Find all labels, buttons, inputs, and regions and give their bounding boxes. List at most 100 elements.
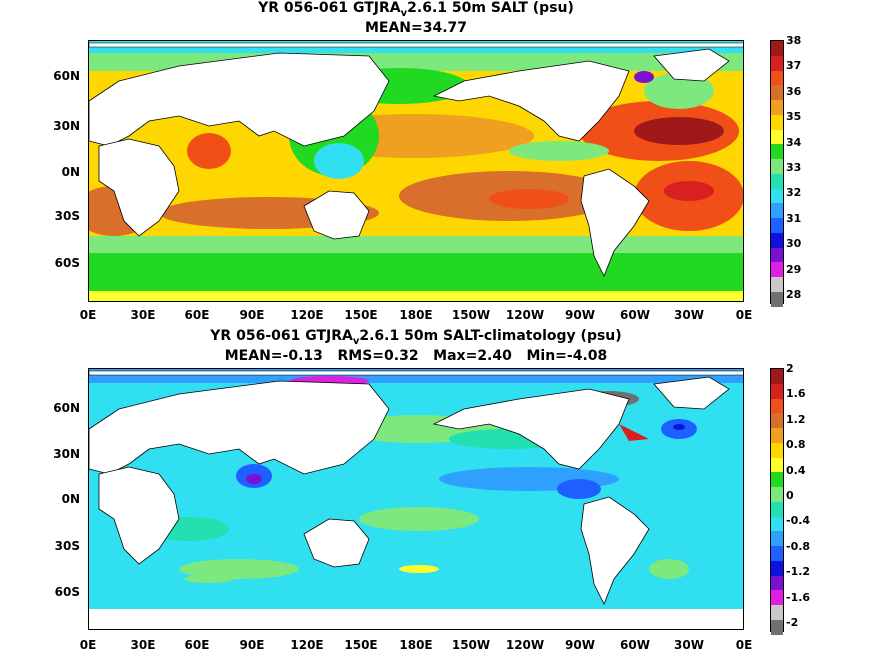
- colorbar-swatch: [771, 100, 783, 115]
- colorbar-swatch: [771, 472, 783, 488]
- colorbar-swatch: [771, 277, 783, 293]
- colorbar-swatch: [771, 546, 783, 561]
- colorbar-swatch: [771, 232, 783, 248]
- panel2-lon-120w: 120W: [505, 638, 545, 652]
- panel2-lat-0n: 0N: [61, 492, 80, 506]
- colorbar-swatch: [771, 218, 783, 233]
- panel1-lon-90w: 90W: [565, 308, 595, 322]
- panel2-lon-150w: 150W: [451, 638, 491, 652]
- panel1-lat-60n: 60N: [53, 69, 80, 83]
- colorbar-swatch: [771, 173, 783, 189]
- colorbar-swatch: [771, 144, 783, 160]
- colorbar-swatch: [771, 41, 783, 56]
- colorbar-tick-label: 28: [786, 288, 802, 301]
- panel1-lat-30n: 30N: [53, 119, 80, 133]
- panel2-lon-90w: 90W: [565, 638, 595, 652]
- colorbar-swatch: [771, 560, 783, 576]
- panel1-lon-150e: 150E: [344, 308, 378, 322]
- panel1-title-sub: v: [400, 7, 408, 19]
- colorbar-tick-label: 2: [786, 362, 794, 375]
- colorbar-tick-label: 0.4: [786, 463, 806, 477]
- colorbar-swatch: [771, 292, 783, 307]
- colorbar-swatch: [771, 516, 783, 532]
- panel2-lon-60e: 60E: [184, 638, 210, 652]
- colorbar-swatch: [771, 605, 783, 621]
- colorbar-tick-label: -0.8: [786, 539, 811, 553]
- panel2-lon-60w: 60W: [620, 638, 650, 652]
- panel1-title-suffix: 2.6.1 50m SALT (psu): [407, 0, 574, 16]
- colorbar-swatch: [771, 159, 783, 174]
- panel1-salinity-map: [88, 40, 744, 302]
- colorbar-tick-label: 29: [786, 262, 802, 276]
- panel1-lon-30e: 30E: [130, 308, 156, 322]
- colorbar-swatch: [771, 398, 783, 414]
- colorbar-tick-label: 32: [786, 186, 802, 200]
- colorbar-tick-label: 30: [786, 237, 802, 251]
- colorbar-swatch: [771, 531, 783, 547]
- colorbar-tick-label: 1.6: [786, 387, 806, 401]
- colorbar-swatch: [771, 620, 783, 635]
- colorbar-swatch: [771, 188, 783, 204]
- colorbar-tick-label: 0.8: [786, 438, 806, 452]
- panel1-lon-60w: 60W: [620, 308, 650, 322]
- colorbar-swatch: [771, 55, 783, 71]
- colorbar-swatch: [771, 428, 783, 443]
- panel1-lon-150w: 150W: [451, 308, 491, 322]
- panel2-difference-map: [88, 368, 744, 630]
- panel1-lon-120w: 120W: [505, 308, 545, 322]
- colorbar-swatch: [771, 70, 783, 86]
- panel2-lat-30n: 30N: [53, 447, 80, 461]
- panel2-lon-30e: 30E: [130, 638, 156, 652]
- panel1-lat-60s: 60S: [54, 256, 80, 270]
- panel1-lat-30s: 30S: [54, 209, 80, 223]
- panel2-title: YR 056-061 GTJRAv2.6.1 50m SALT-climatol…: [88, 328, 744, 350]
- colorbar-swatch: [771, 457, 783, 473]
- panel1-title-prefix: YR 056-061 GTJRA: [258, 0, 401, 16]
- colorbar-swatch: [771, 442, 783, 458]
- colorbar-tick-label: 0: [786, 489, 794, 502]
- colorbar-swatch: [771, 590, 783, 606]
- panel2-lat-60n: 60N: [53, 401, 80, 415]
- panel1-lon-120e: 120E: [290, 308, 324, 322]
- panel2-title-suffix: 2.6.1 50m SALT-climatology (psu): [359, 328, 622, 344]
- colorbar-swatch: [771, 575, 783, 591]
- colorbar-swatch: [771, 85, 783, 101]
- colorbar-swatch: [771, 501, 783, 517]
- panel1-lon-0e-end: 0E: [735, 308, 753, 322]
- panel1-colorbar: [770, 40, 784, 307]
- panel2-lon-180e: 180E: [399, 638, 433, 652]
- panel2-lon-90e: 90E: [239, 638, 265, 652]
- colorbar-tick-label: 38: [786, 34, 802, 47]
- colorbar-swatch: [771, 262, 783, 278]
- colorbar-swatch: [771, 487, 783, 502]
- colorbar-swatch: [771, 413, 783, 429]
- colorbar-tick-label: 1.2: [786, 412, 806, 426]
- colorbar-swatch: [771, 369, 783, 384]
- colorbar-swatch: [771, 247, 783, 263]
- colorbar-swatch: [771, 114, 783, 130]
- panel2-lon-0e-end: 0E: [735, 638, 753, 652]
- panel1-stats: MEAN=34.77: [364, 20, 468, 36]
- colorbar-swatch: [771, 129, 783, 145]
- colorbar-swatch: [771, 383, 783, 399]
- panel2-title-prefix: YR 056-061 GTJRA: [210, 328, 353, 344]
- panel2-lon-30w: 30W: [674, 638, 704, 652]
- panel2-colorbar: [770, 368, 784, 635]
- colorbar-tick-label: -1.6: [786, 590, 811, 604]
- panel2-lat-60s: 60S: [54, 585, 80, 599]
- colorbar-tick-label: -0.4: [786, 514, 811, 528]
- panel1-lon-30w: 30W: [674, 308, 704, 322]
- colorbar-tick-label: 31: [786, 211, 802, 225]
- panel1-lat-0n: 0N: [61, 165, 80, 179]
- panel1-lon-0e: 0E: [79, 308, 97, 322]
- panel1-title: YR 056-061 GTJRAv2.6.1 50m SALT (psu): [88, 0, 744, 22]
- panel1-lon-60e: 60E: [184, 308, 210, 322]
- colorbar-tick-label: 36: [786, 84, 802, 98]
- panel2-stats: MEAN=-0.13 RMS=0.32 Max=2.40 Min=-4.08: [224, 348, 608, 364]
- panel2-lat-30s: 30S: [54, 539, 80, 553]
- panel1-lon-90e: 90E: [239, 308, 265, 322]
- colorbar-tick-label: 34: [786, 135, 802, 149]
- colorbar-swatch: [771, 203, 783, 219]
- colorbar-tick-label: -1.2: [786, 565, 811, 579]
- panel1-lon-180e: 180E: [399, 308, 433, 322]
